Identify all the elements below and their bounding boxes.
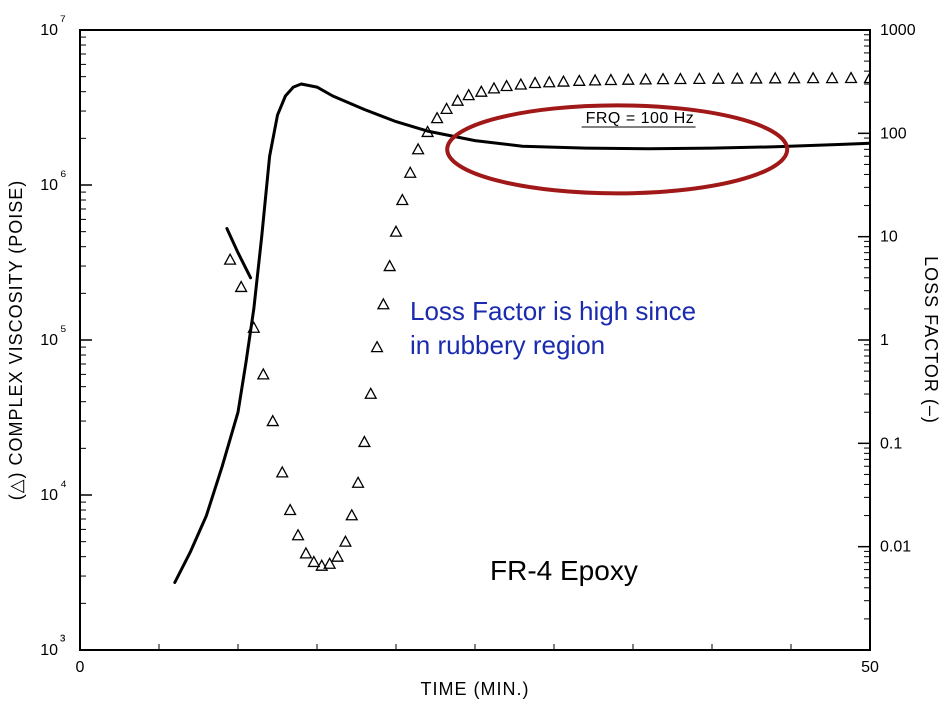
svg-text:0.01: 0.01 (880, 539, 911, 556)
svg-text:1: 1 (880, 332, 889, 349)
svg-text:10: 10 (880, 229, 898, 246)
chart-container: 10³10⁴10⁵10⁶10⁷0.010.11101001000050TIME … (0, 0, 939, 703)
svg-text:TIME (MIN.): TIME (MIN.) (421, 679, 530, 699)
svg-text:(△) COMPLEX VISCOSITY (POISE): (△) COMPLEX VISCOSITY (POISE) (6, 180, 26, 501)
annotation-material: FR-4 Epoxy (490, 555, 638, 587)
svg-text:0.1: 0.1 (880, 435, 902, 452)
svg-text:⁵: ⁵ (60, 323, 67, 340)
svg-text:⁶: ⁶ (60, 168, 67, 185)
svg-text:0: 0 (76, 659, 85, 676)
svg-text:10: 10 (40, 487, 58, 504)
svg-text:³: ³ (60, 633, 66, 650)
annotation-black-text: FR-4 Epoxy (490, 555, 638, 586)
svg-text:50: 50 (861, 659, 879, 676)
svg-text:10: 10 (40, 22, 58, 39)
annotation-loss-factor-high: Loss Factor is high since in rubbery reg… (410, 295, 710, 363)
svg-text:100: 100 (880, 125, 907, 142)
svg-text:10: 10 (40, 332, 58, 349)
svg-text:FRQ = 100 Hz: FRQ = 100 Hz (586, 110, 695, 127)
svg-text:10: 10 (40, 642, 58, 659)
svg-text:⁴: ⁴ (60, 478, 67, 495)
svg-text:1000: 1000 (880, 22, 916, 39)
svg-text:10: 10 (40, 177, 58, 194)
annotation-blue-text: Loss Factor is high since in rubbery reg… (410, 296, 696, 360)
svg-text:⁷: ⁷ (60, 13, 66, 30)
svg-text:LOSS FACTOR (–): LOSS FACTOR (–) (921, 256, 939, 424)
